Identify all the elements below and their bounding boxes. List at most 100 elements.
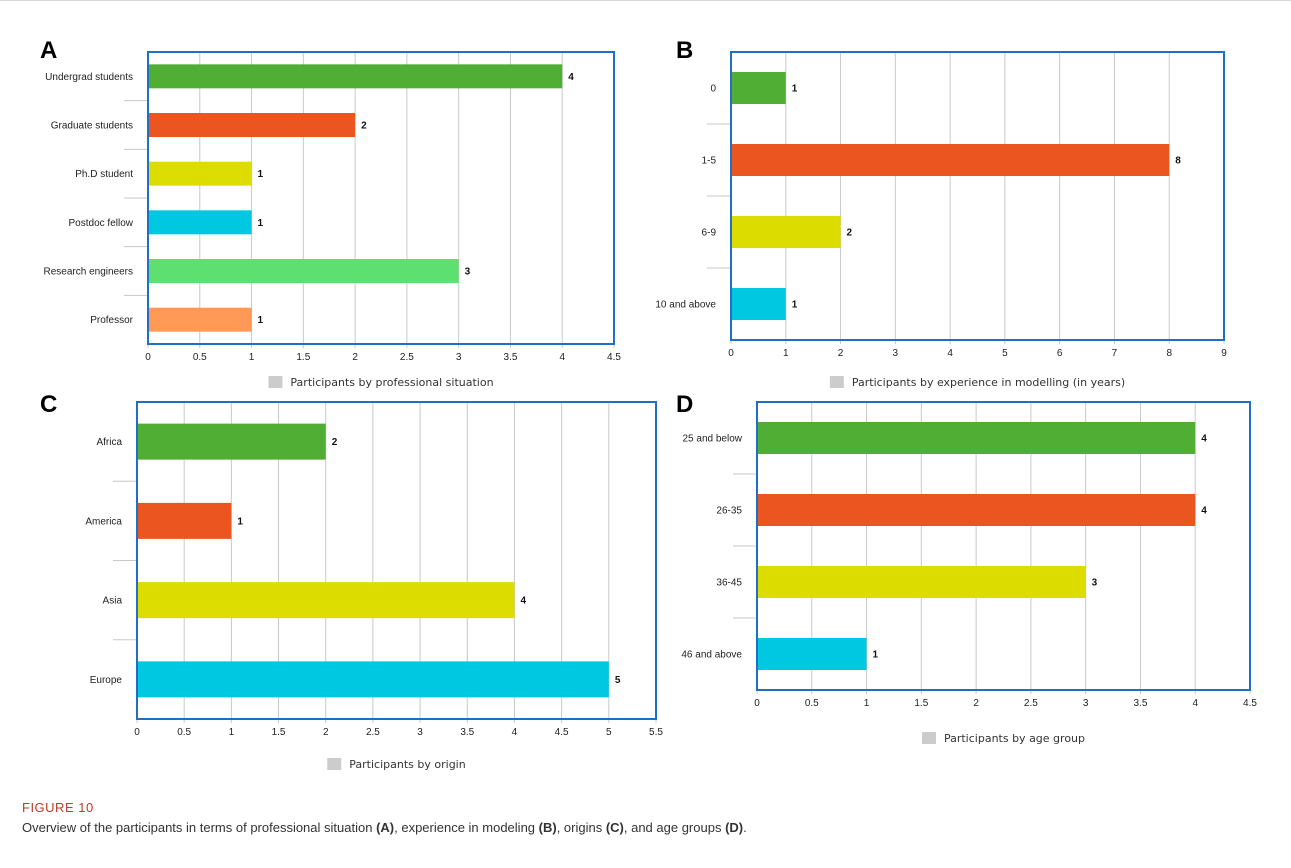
data-label: 1 — [792, 300, 798, 311]
tick-label: 3 — [456, 352, 462, 363]
data-label: 8 — [1175, 156, 1181, 167]
plot-frame — [147, 51, 615, 345]
legend-label: Participants by professional situation — [290, 376, 493, 389]
tick-label: 7 — [1112, 348, 1118, 359]
legend-swatch — [829, 376, 844, 388]
tick-label: 6 — [1057, 348, 1063, 359]
bar-c-3 — [137, 661, 609, 698]
legend-swatch — [921, 732, 936, 744]
caption-panel-ref: (B) — [538, 820, 557, 835]
tick-label: 2 — [352, 352, 358, 363]
chart-panel-b: B 0 1 1-5 8 6-9 2 10 and above 1 0 1 2 3 4 5 6 7 8 9 Partic… — [655, 37, 1227, 389]
data-label: 4 — [1201, 506, 1207, 517]
panel-letter: D — [676, 391, 693, 418]
bar-b-0 — [731, 72, 786, 104]
tick-label: 2.5 — [1024, 698, 1038, 709]
data-label: 1 — [873, 650, 879, 661]
data-label: 1 — [792, 84, 798, 95]
tick-label: 5 — [606, 727, 612, 738]
caption-fragment: , origins — [556, 820, 606, 835]
tick-label: 1.5 — [296, 352, 310, 363]
tick-label: 0.5 — [177, 727, 191, 738]
data-label: 4 — [520, 596, 526, 607]
data-label: 3 — [465, 267, 471, 278]
data-label: 1 — [237, 516, 243, 527]
tick-label: 0 — [728, 348, 734, 359]
bar-a-2 — [148, 161, 252, 186]
tick-label: 3.5 — [460, 727, 474, 738]
panel-letter: C — [40, 391, 57, 418]
bar-a-4 — [148, 259, 459, 283]
caption-text: Overview of the participants in terms of… — [22, 819, 1272, 837]
plot-frame — [756, 401, 1251, 691]
caption-fragment: , and age groups — [623, 820, 726, 835]
tick-label: 3 — [417, 727, 423, 738]
tick-label: 1 — [783, 348, 789, 359]
category-label: 36-45 — [716, 578, 742, 589]
bar-c-2 — [137, 582, 515, 619]
tick-label: 4.5 — [607, 352, 621, 363]
tick-label: 4 — [947, 348, 953, 359]
tick-label: 0 — [145, 352, 151, 363]
caption-panel-ref: (A) — [376, 820, 395, 835]
category-label: Professor — [90, 315, 133, 326]
legend-label: Participants by experience in modelling … — [852, 376, 1125, 389]
bar-a-1 — [148, 113, 356, 137]
data-label: 1 — [258, 315, 264, 326]
caption-fragment: , experience in modeling — [394, 820, 539, 835]
data-label: 5 — [615, 675, 621, 686]
tick-label: 1 — [249, 352, 255, 363]
chart-panel-d: D 25 and below 4 26-35 4 36-45 3 46 and above 1 0… — [676, 391, 1257, 745]
tick-label: 0.5 — [805, 698, 819, 709]
legend-label: Participants by origin — [349, 758, 465, 771]
tick-label: 4.5 — [555, 727, 569, 738]
tick-label: 3 — [1083, 698, 1089, 709]
category-label: 46 and above — [681, 650, 742, 661]
category-label: Europe — [90, 675, 123, 686]
tick-label: 4 — [512, 727, 518, 738]
bar-b-2 — [731, 216, 841, 248]
plot-frame — [730, 51, 1225, 341]
bar-a-5 — [148, 307, 252, 332]
bar-c-1 — [137, 502, 232, 539]
data-label: 4 — [568, 72, 574, 83]
tick-label: 4 — [559, 352, 565, 363]
legend-label: Participants by age group — [944, 732, 1085, 745]
data-label: 4 — [1201, 434, 1207, 445]
tick-label: 0.5 — [193, 352, 207, 363]
tick-label: 5.5 — [649, 727, 663, 738]
figure-panels: A Undergrad students 4 Graduate students 2 Ph… — [40, 37, 1257, 771]
tick-label: 2 — [973, 698, 979, 709]
tick-label: 1.5 — [272, 727, 286, 738]
bar-d-1 — [757, 494, 1196, 526]
category-label: 26-35 — [716, 506, 742, 517]
data-label: 2 — [847, 228, 853, 239]
tick-label: 2.5 — [366, 727, 380, 738]
tick-label: 2.5 — [400, 352, 414, 363]
tick-label: 5 — [1002, 348, 1008, 359]
bar-c-0 — [137, 423, 326, 460]
tick-label: 3 — [893, 348, 899, 359]
tick-label: 1 — [864, 698, 870, 709]
chart-panel-c: C Africa 2 America 1 Asia 4 Europe 5 0 0.5 1 1.5 2 2.5… — [40, 391, 663, 771]
figure-caption: FIGURE 10 Overview of the participants i… — [22, 800, 1272, 837]
tick-label: 0 — [134, 727, 140, 738]
tick-label: 2 — [838, 348, 844, 359]
data-label: 1 — [258, 169, 264, 180]
tick-label: 4 — [1192, 698, 1198, 709]
tick-label: 4.5 — [1243, 698, 1257, 709]
category-label: Ph.D student — [75, 169, 133, 180]
category-label: Research engineers — [44, 267, 134, 278]
data-label: 2 — [361, 121, 367, 132]
caption-fragment: Overview of the participants in terms of… — [22, 820, 377, 835]
legend-swatch — [327, 758, 342, 770]
bar-d-0 — [757, 422, 1196, 454]
tick-label: 3.5 — [1133, 698, 1147, 709]
tick-label: 1.5 — [914, 698, 928, 709]
tick-label: 9 — [1221, 348, 1227, 359]
tick-label: 1 — [229, 727, 235, 738]
data-label: 3 — [1092, 578, 1098, 589]
chart-panel-a: A Undergrad students 4 Graduate students 2 Ph… — [40, 37, 621, 389]
category-label: 10 and above — [655, 300, 716, 311]
tick-label: 2 — [323, 727, 329, 738]
